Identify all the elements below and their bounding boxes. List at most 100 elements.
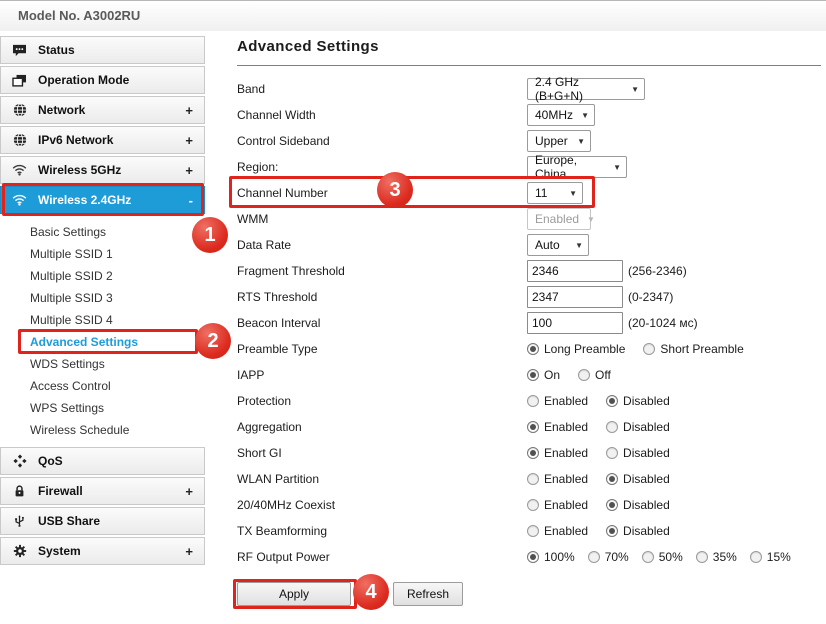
sidebar-item-label: IPv6 Network (38, 133, 114, 147)
field-row-rf-output-power: RF Output Power 100% 70% 50% 35% 15% (237, 544, 821, 570)
fragment-threshold-input[interactable] (527, 260, 623, 282)
field-row-wlan-partition: WLAN Partition Enabled Disabled (237, 466, 821, 492)
radio-rf-50[interactable]: 50% (641, 550, 683, 564)
submenu-multiple-ssid-4[interactable]: Multiple SSID 4 (30, 313, 113, 327)
band-select[interactable]: 2.4 GHz (B+G+N) ▼ (527, 75, 645, 103)
refresh-button[interactable]: Refresh (393, 582, 463, 606)
radio-protection-disabled[interactable]: Disabled (606, 394, 670, 408)
field-label: Channel Number (237, 186, 328, 200)
submenu-wps-settings[interactable]: WPS Settings (30, 401, 105, 415)
beacon-interval-input[interactable] (527, 312, 623, 334)
radio-rf-15[interactable]: 15% (749, 550, 791, 564)
submenu-advanced-settings[interactable]: Advanced Settings (30, 335, 139, 349)
radio-label: Disabled (623, 420, 670, 434)
settings-form: Band 2.4 GHz (B+G+N) ▼ Channel Width 40M… (237, 75, 821, 570)
sidebar-item-label: USB Share (38, 514, 101, 528)
radio-icon (527, 525, 539, 537)
usb-icon (11, 513, 28, 529)
radio-label: Short Preamble (660, 342, 744, 356)
radio-rf-35[interactable]: 35% (695, 550, 737, 564)
radio-iapp-off[interactable]: Off (578, 368, 611, 382)
sidebar-item-ipv6-network[interactable]: IPv6 Network + (0, 126, 205, 154)
radio-icon (527, 473, 539, 485)
radio-icon (695, 551, 708, 563)
wifi-icon (11, 192, 28, 208)
select-value: Europe, China (535, 153, 578, 181)
field-row-channel-width: Channel Width 40MHz ▼ (237, 102, 821, 128)
radio-coexist-disabled[interactable]: Disabled (606, 498, 670, 512)
control-sideband-select[interactable]: Upper ▼ (527, 130, 591, 152)
sidebar-item-firewall[interactable]: Firewall + (0, 477, 205, 505)
radio-coexist-enabled[interactable]: Enabled (527, 498, 588, 512)
sidebar-item-wireless-24ghz[interactable]: Wireless 2.4GHz - (0, 186, 205, 214)
radio-protection-enabled[interactable]: Enabled (527, 394, 588, 408)
radio-tx-beamforming-enabled[interactable]: Enabled (527, 524, 588, 538)
radio-icon (587, 551, 600, 563)
model-number-label: Model No. A3002RU (18, 8, 141, 23)
globe-icon (11, 102, 28, 118)
submenu-access-control[interactable]: Access Control (30, 379, 111, 393)
radio-icon (527, 343, 539, 355)
radio-label: Enabled (544, 394, 589, 408)
sidebar-item-wireless-5ghz[interactable]: Wireless 5GHz + (0, 156, 205, 184)
radio-icon (527, 447, 539, 459)
radio-label: Enabled (544, 446, 589, 460)
submenu-multiple-ssid-2[interactable]: Multiple SSID 2 (30, 269, 113, 283)
radio-short-gi-disabled[interactable]: Disabled (606, 446, 670, 460)
radio-aggregation-enabled[interactable]: Enabled (527, 420, 588, 434)
submenu-multiple-ssid-1[interactable]: Multiple SSID 1 (30, 247, 113, 261)
radio-aggregation-disabled[interactable]: Disabled (606, 420, 670, 434)
sidebar-item-network[interactable]: Network + (0, 96, 205, 124)
sidebar-item-operation-mode[interactable]: Operation Mode (0, 66, 205, 94)
field-label: Aggregation (237, 420, 302, 434)
sidebar-item-qos[interactable]: QoS (0, 447, 205, 475)
apply-button[interactable]: Apply (237, 582, 351, 606)
field-label: Data Rate (237, 238, 292, 252)
radio-icon (641, 551, 654, 563)
select-value: Upper (535, 134, 568, 148)
field-label: IAPP (237, 368, 265, 382)
radio-icon (606, 447, 619, 459)
select-value: 40MHz (535, 108, 574, 122)
field-row-protection: Protection Enabled Disabled (237, 388, 821, 414)
radio-label: 50% (658, 550, 683, 564)
radio-label: Enabled (544, 524, 589, 538)
chevron-down-icon: ▼ (631, 84, 639, 94)
radio-wlan-partition-disabled[interactable]: Disabled (606, 472, 670, 486)
radio-iapp-on[interactable]: On (527, 368, 560, 382)
sidebar-item-system[interactable]: System + (0, 537, 205, 565)
rts-threshold-input[interactable] (527, 286, 623, 308)
data-rate-select[interactable]: Auto ▼ (527, 234, 589, 256)
radio-label: Enabled (544, 420, 589, 434)
radio-label: Long Preamble (544, 342, 626, 356)
radio-icon (527, 421, 539, 433)
channel-number-select[interactable]: 11 ▼ (527, 182, 583, 204)
expander: + (185, 132, 193, 148)
submenu-multiple-ssid-3[interactable]: Multiple SSID 3 (30, 291, 113, 305)
radio-short-gi-enabled[interactable]: Enabled (527, 446, 588, 460)
radio-rf-100[interactable]: 100% (527, 550, 575, 564)
sidebar-item-status[interactable]: Status (0, 36, 205, 64)
radio-label: Disabled (623, 446, 670, 460)
sidebar-item-usb-share[interactable]: USB Share (0, 507, 205, 535)
wireless-24ghz-submenu: Basic Settings Multiple SSID 1 Multiple … (0, 216, 205, 447)
submenu-wds-settings[interactable]: WDS Settings (30, 357, 105, 371)
page-title: Advanced Settings (237, 38, 379, 55)
expander: + (185, 102, 193, 118)
radio-wlan-partition-enabled[interactable]: Enabled (527, 472, 588, 486)
field-label: WLAN Partition (237, 472, 320, 486)
radio-tx-beamforming-disabled[interactable]: Disabled (606, 524, 670, 538)
radio-long-preamble[interactable]: Long Preamble (527, 342, 625, 356)
sidebar-item-label: System (38, 544, 81, 558)
sidebar-item-label: Wireless 2.4GHz (38, 193, 132, 207)
field-row-coexist: 20/40MHz Coexist Enabled Disabled (237, 492, 821, 518)
range-hint: (20-1024 мс) (628, 316, 698, 330)
channel-width-select[interactable]: 40MHz ▼ (527, 104, 595, 126)
radio-short-preamble[interactable]: Short Preamble (643, 342, 744, 356)
radio-label: 15% (766, 550, 791, 564)
region-select[interactable]: Europe, China ▼ (527, 153, 627, 181)
submenu-wireless-schedule[interactable]: Wireless Schedule (30, 423, 130, 437)
sidebar-item-label: Operation Mode (38, 73, 130, 87)
radio-rf-70[interactable]: 70% (587, 550, 629, 564)
submenu-basic-settings[interactable]: Basic Settings (30, 225, 107, 239)
